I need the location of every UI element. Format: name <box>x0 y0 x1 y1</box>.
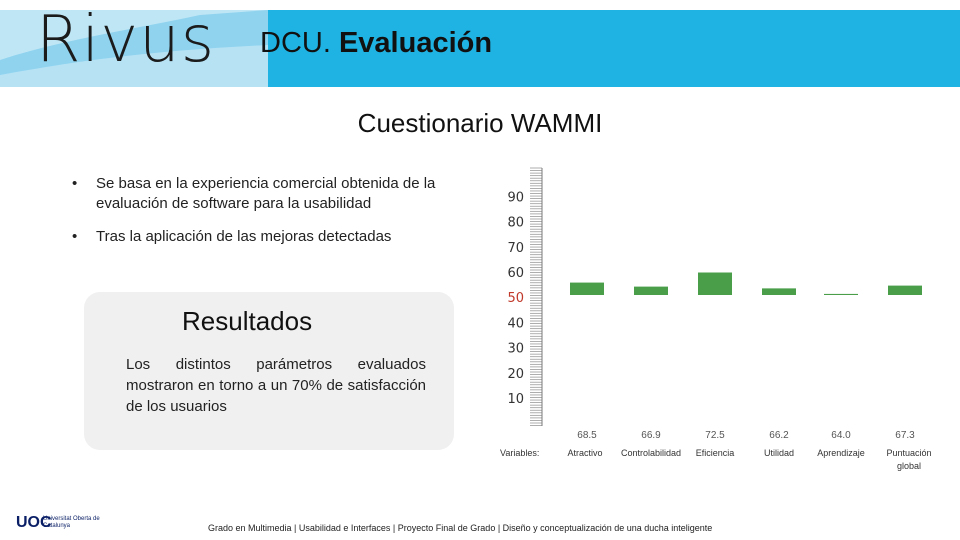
page-title: Cuestionario WAMMI <box>357 108 603 138</box>
y-tick-label: 70 <box>507 241 524 256</box>
value-label: 67.3 <box>895 430 915 441</box>
category-label: Aprendizaje <box>817 448 865 458</box>
category-label: global <box>897 461 921 471</box>
results-text: Los distintos parámetros evaluados mostr… <box>126 356 426 415</box>
value-label: 64.0 <box>831 430 851 441</box>
uoc-logo-mark: UOC <box>16 514 52 531</box>
bar <box>888 285 922 295</box>
results-title: Resultados <box>182 306 313 336</box>
y-tick-label: 40 <box>507 316 524 331</box>
wammi-bar-chart: 90 80 70 60 50 40 30 20 10 68.5 66.9 72.5 66.2 64.0 67… <box>500 167 932 471</box>
y-tick-label: 20 <box>507 367 524 382</box>
y-tick-label: 60 <box>507 266 524 281</box>
value-label: 66.2 <box>769 430 789 441</box>
y-tick-label: 90 <box>507 190 524 205</box>
y-tick-label: 10 <box>507 392 524 407</box>
bar <box>570 282 604 295</box>
value-label: 68.5 <box>577 430 597 441</box>
y-tick-label: 30 <box>507 342 524 357</box>
category-label: Eficiencia <box>696 448 735 458</box>
y-tick-label: 50 <box>507 291 524 306</box>
header-wave-decoration <box>0 10 268 87</box>
bullet-item: Tras la aplicación de las mejoras detect… <box>72 227 452 247</box>
bar <box>698 272 732 295</box>
bullet-list: Se basa en la experiencia comercial obte… <box>72 174 452 260</box>
uoc-logo-text: Universitat Oberta de Catalunya <box>43 516 100 529</box>
results-panel: Resultados Los distintos parámetros eval… <box>84 292 454 450</box>
bar <box>762 288 796 295</box>
value-label: 66.9 <box>641 430 661 441</box>
category-label: Puntuación <box>886 448 931 458</box>
category-label: Atractivo <box>567 448 602 458</box>
header-band <box>268 10 960 87</box>
bar <box>634 286 668 295</box>
y-tick-label: 80 <box>507 216 524 231</box>
rivus-logo: Rivus <box>36 3 216 77</box>
header-title-prefix: DCU. <box>260 27 331 59</box>
header-title: DCU. Evaluación <box>260 27 492 60</box>
header-title-bold: Evaluación <box>338 27 493 59</box>
category-label: Controlabilidad <box>621 448 681 458</box>
category-label: Utilidad <box>764 448 794 458</box>
footer-text: Grado en Multimedia | Usabilidad e Inter… <box>208 523 713 533</box>
bar <box>824 293 858 295</box>
x-axis-label: Variables: <box>500 448 539 458</box>
bullet-item: Se basa en la experiencia comercial obte… <box>72 174 452 214</box>
value-label: 72.5 <box>705 430 725 441</box>
